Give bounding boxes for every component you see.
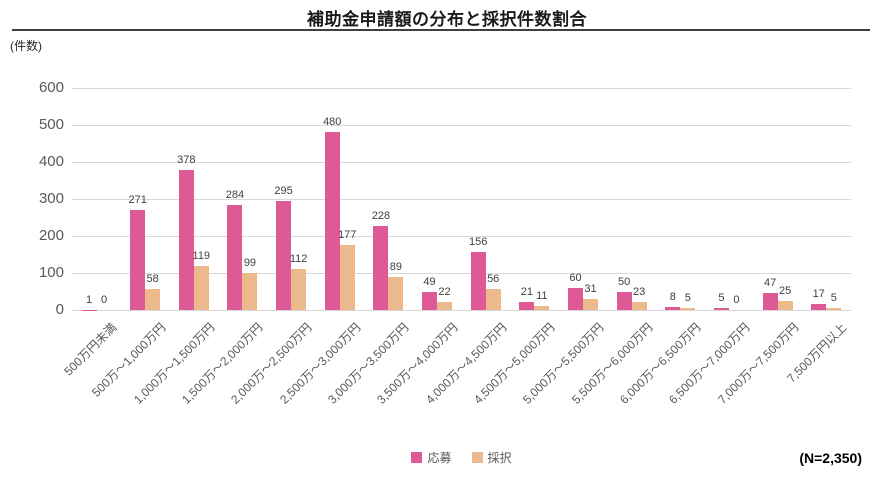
bar-adopted [583, 298, 598, 310]
y-tick-label: 200 [38, 227, 64, 244]
bar-applied [762, 292, 778, 310]
value-label: 25 [778, 284, 792, 297]
y-tick-label: 300 [38, 190, 64, 207]
bar-applied [811, 303, 827, 310]
value-label: 99 [243, 257, 257, 270]
value-label: 378 [177, 154, 196, 167]
legend-item-adopted: 採択 [471, 449, 512, 466]
legend-label-applied: 応募 [427, 451, 452, 465]
bar-adopted [339, 244, 355, 310]
bar-adopted [388, 277, 404, 310]
bar-applied [227, 204, 243, 310]
value-label: 0 [733, 294, 740, 306]
value-label: 271 [128, 193, 147, 206]
value-label: 480 [323, 116, 342, 129]
y-axis-unit-label: (件数) [10, 39, 42, 53]
y-tick-label: 100 [38, 264, 64, 281]
value-label: 58 [146, 272, 159, 285]
value-label: 22 [438, 285, 451, 298]
bar-adopted [534, 305, 550, 310]
bar-applied [665, 307, 681, 310]
value-label: 49 [423, 275, 436, 288]
value-label: 60 [569, 271, 582, 284]
value-label: 31 [584, 282, 597, 295]
gridline [72, 235, 851, 237]
value-label: 228 [371, 209, 391, 222]
bar-applied [568, 287, 583, 310]
bar-applied [422, 291, 438, 310]
value-label: 8 [669, 291, 676, 304]
sample-size-note: (N=2,350) [799, 450, 862, 466]
gridline [72, 198, 851, 200]
bar-applied [130, 209, 146, 310]
value-label: 89 [389, 261, 403, 274]
bar-adopted [437, 301, 453, 310]
bar-adopted [485, 289, 501, 310]
y-tick-label: 0 [55, 301, 64, 318]
bar-applied [616, 291, 632, 310]
value-label: 1 [85, 293, 93, 306]
value-label: 5 [684, 292, 691, 305]
gridline [72, 161, 851, 163]
value-label: 112 [289, 252, 308, 265]
gridline [72, 87, 851, 89]
bar-applied [470, 252, 486, 310]
legend-swatch-adopted-icon [471, 452, 483, 463]
title-underline [12, 29, 870, 31]
value-label: 23 [633, 285, 646, 298]
gridline [72, 272, 851, 274]
value-label: 47 [763, 276, 777, 289]
value-label: 11 [536, 289, 548, 302]
bar-applied [519, 302, 535, 310]
legend-item-applied: 応募 [411, 449, 452, 466]
value-label: 156 [469, 236, 488, 249]
bar-adopted [826, 308, 842, 310]
value-label: 177 [338, 228, 357, 241]
value-label: 50 [618, 275, 631, 288]
value-label: 56 [487, 273, 500, 286]
bar-adopted [631, 301, 647, 310]
value-label: 119 [192, 249, 211, 262]
bar-adopted [193, 265, 209, 310]
plot-area: 0 100 200 300 400 500 600 1 0 500万円未満 271 58 500万～1,… [39, 79, 851, 407]
value-label: 0 [100, 294, 108, 306]
legend: 応募 採択 [72, 449, 851, 466]
bar-applied [713, 308, 729, 310]
y-tick-label: 400 [38, 153, 64, 170]
bar-adopted [680, 308, 696, 310]
value-label: 5 [718, 292, 725, 305]
y-tick-label: 500 [38, 116, 64, 133]
value-label: 295 [274, 184, 293, 197]
gridline [72, 124, 851, 126]
legend-swatch-applied-icon [411, 452, 423, 463]
bar-adopted [291, 268, 307, 310]
bar-applied [276, 200, 292, 310]
bar-adopted [242, 273, 258, 310]
value-label: 17 [812, 287, 825, 300]
bar-applied [373, 225, 389, 310]
bar-adopted [145, 288, 161, 310]
y-tick-label: 600 [38, 79, 64, 96]
bar-applied [178, 170, 194, 310]
legend-label-adopted: 採択 [487, 451, 512, 465]
page-title: 補助金申請額の分布と採択件数割合 [307, 10, 587, 29]
gridline [72, 309, 851, 311]
value-label: 284 [225, 188, 245, 201]
bar-adopted [777, 300, 793, 310]
value-label: 21 [520, 286, 533, 299]
value-label: 5 [830, 292, 837, 305]
bar-applied [324, 132, 340, 310]
